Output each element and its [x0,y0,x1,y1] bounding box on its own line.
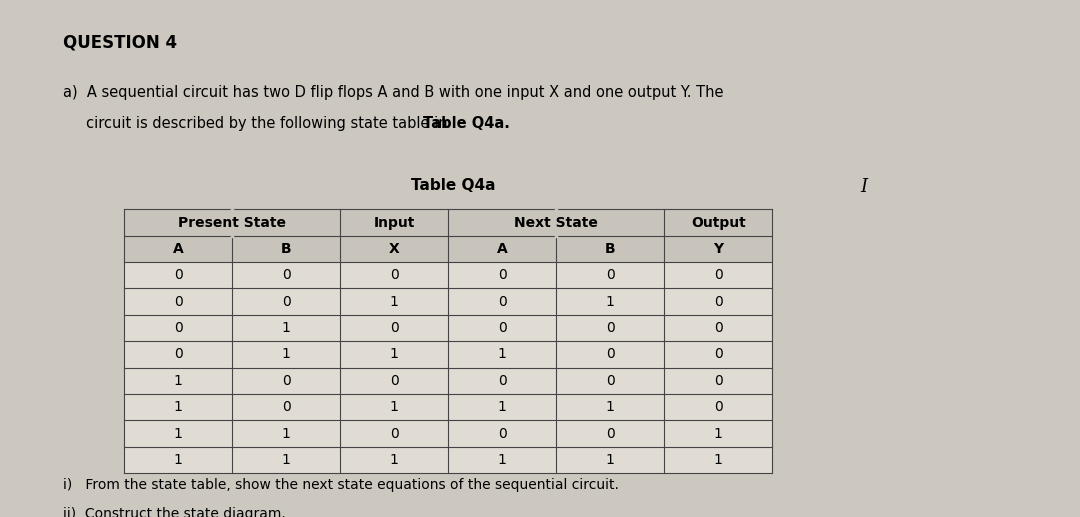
Text: 1: 1 [714,453,723,467]
Text: 0: 0 [498,427,507,440]
Bar [124,209,772,236]
Text: ii)  Construct the state diagram.: ii) Construct the state diagram. [63,507,285,517]
Bar [124,262,772,288]
Text: 1: 1 [390,400,399,414]
Text: B: B [605,242,616,256]
Text: 0: 0 [606,321,615,335]
Text: 0: 0 [174,347,183,361]
Text: 1: 1 [498,347,507,361]
Text: 0: 0 [714,268,723,282]
Text: 0: 0 [714,347,723,361]
Text: 0: 0 [714,400,723,414]
Text: Input: Input [374,216,415,230]
Text: 0: 0 [606,347,615,361]
Text: 1: 1 [390,295,399,309]
Text: 0: 0 [714,295,723,309]
Text: 1: 1 [174,453,183,467]
Text: I: I [861,178,867,196]
Text: 1: 1 [174,400,183,414]
Text: 0: 0 [282,295,291,309]
Text: 0: 0 [174,321,183,335]
Text: X: X [389,242,400,256]
Text: circuit is described by the following state table in: circuit is described by the following st… [63,116,451,131]
Bar [124,288,772,315]
Text: 1: 1 [498,453,507,467]
Text: 0: 0 [498,295,507,309]
Text: 1: 1 [174,427,183,440]
Text: B: B [281,242,292,256]
Bar [124,447,772,473]
Text: 1: 1 [390,347,399,361]
Bar [124,420,772,447]
Text: 1: 1 [282,321,291,335]
Bar [124,236,772,262]
Bar [124,368,772,394]
Text: 1: 1 [174,374,183,388]
Bar [124,394,772,420]
Text: 0: 0 [498,321,507,335]
Text: 1: 1 [606,453,615,467]
Text: i)   From the state table, show the next state equations of the sequential circu: i) From the state table, show the next s… [63,478,619,492]
Text: Next State: Next State [514,216,598,230]
Text: 0: 0 [498,268,507,282]
Text: 0: 0 [606,268,615,282]
Text: 0: 0 [390,321,399,335]
Bar [124,315,772,341]
Text: 0: 0 [390,374,399,388]
Text: 1: 1 [606,400,615,414]
Text: A: A [497,242,508,256]
Text: Y: Y [713,242,724,256]
Text: 0: 0 [174,295,183,309]
Text: 0: 0 [606,374,615,388]
Text: 0: 0 [498,374,507,388]
Text: 0: 0 [390,268,399,282]
Text: A: A [173,242,184,256]
Text: 0: 0 [282,400,291,414]
Text: a)  A sequential circuit has two D flip flops A and B with one input X and one o: a) A sequential circuit has two D flip f… [63,85,724,100]
Text: 0: 0 [282,268,291,282]
Text: QUESTION 4: QUESTION 4 [63,34,177,52]
Text: 0: 0 [174,268,183,282]
Text: 0: 0 [714,321,723,335]
Text: 1: 1 [714,427,723,440]
Text: Table Q4a.: Table Q4a. [423,116,510,131]
Text: 1: 1 [282,347,291,361]
Text: 1: 1 [390,453,399,467]
Text: 1: 1 [606,295,615,309]
Text: 0: 0 [390,427,399,440]
Text: 0: 0 [282,374,291,388]
Text: Output: Output [691,216,745,230]
Text: 1: 1 [282,453,291,467]
Bar [124,341,772,368]
Text: 0: 0 [606,427,615,440]
Text: Present State: Present State [178,216,286,230]
Text: 1: 1 [498,400,507,414]
Text: 1: 1 [282,427,291,440]
Text: Table Q4a: Table Q4a [411,178,496,193]
Text: 0: 0 [714,374,723,388]
